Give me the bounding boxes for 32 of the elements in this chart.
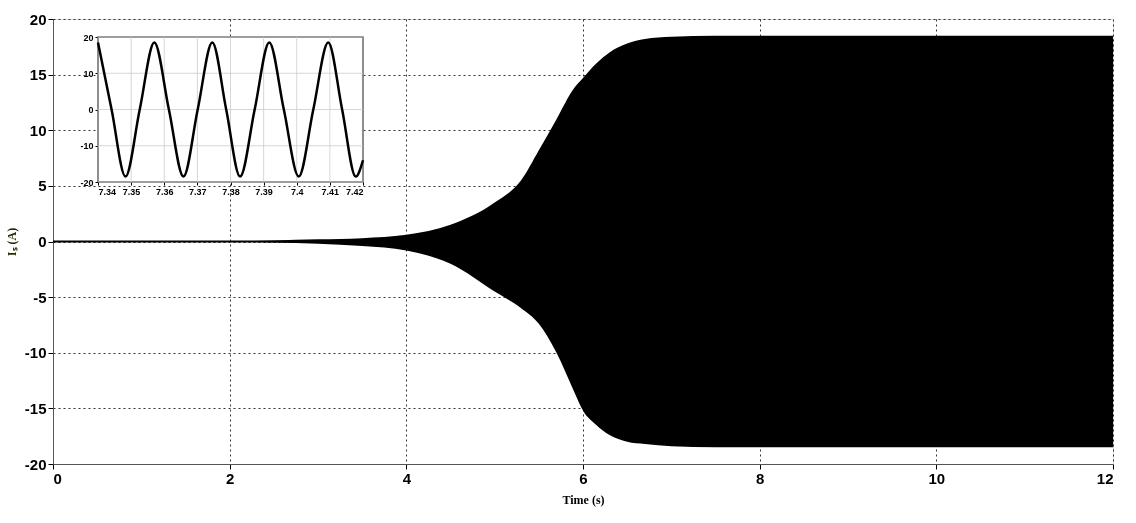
x-tick-label: 4 xyxy=(402,469,412,487)
x-tick-label: 7.34 xyxy=(98,186,117,197)
y-tick-label: -10 xyxy=(24,344,47,362)
x-tick-label: 7.36 xyxy=(155,186,174,197)
y-tick-label: -5 xyxy=(33,288,47,306)
x-tick-label: 7.38 xyxy=(222,186,240,197)
y-tick-label: 0 xyxy=(88,105,94,115)
x-tick-label: 12 xyxy=(1096,469,1114,487)
x-tick-label: 7.39 xyxy=(255,186,273,197)
y-tick-label: -20 xyxy=(24,455,47,473)
y-tick-label: 5 xyxy=(38,177,47,195)
y-tick-label: 0 xyxy=(38,233,47,250)
x-tick-label: 7.4 xyxy=(290,186,304,197)
y-tick-label: 10 xyxy=(29,121,47,139)
y-tick-label: 20 xyxy=(83,32,94,43)
x-tick-label: 7.35 xyxy=(122,186,141,197)
y-tick-label: -20 xyxy=(80,177,94,188)
y-tick-label: -10 xyxy=(80,141,94,152)
y-tick-label: 15 xyxy=(29,66,47,84)
y-tick-label: -15 xyxy=(24,399,47,417)
x-tick-label: 7.41 xyxy=(321,186,340,197)
x-tick-label: 2 xyxy=(225,469,235,487)
x-tick-label: 6 xyxy=(579,469,588,487)
y-tick-label: 20 xyxy=(29,10,47,28)
x-axis-title: Time (s) xyxy=(562,492,605,507)
x-tick-label: 7.42 xyxy=(345,186,364,197)
y-tick-label: 10 xyxy=(83,68,94,79)
x-tick-label: 0 xyxy=(53,469,62,487)
x-tick-label: 10 xyxy=(928,469,946,487)
x-tick-label: 8 xyxy=(755,469,765,487)
y-axis-title: Iₛ (A) xyxy=(4,227,19,257)
x-tick-label: 7.37 xyxy=(189,186,207,197)
